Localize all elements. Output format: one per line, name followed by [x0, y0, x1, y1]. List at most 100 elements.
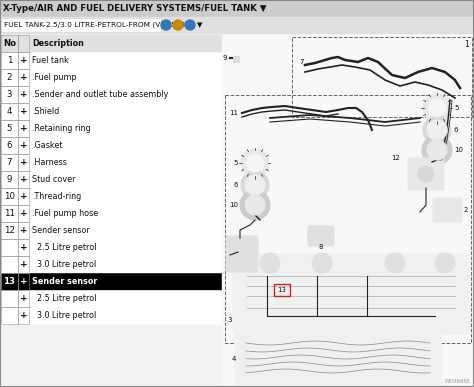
Bar	[0, 0, 474, 17]
Bar	[1, 154, 221, 171]
Text: .Fuel pump hose: .Fuel pump hose	[32, 209, 98, 218]
Text: 2: 2	[7, 73, 12, 82]
Bar	[1, 239, 18, 256]
FancyBboxPatch shape	[233, 254, 469, 334]
Bar	[1, 137, 221, 154]
Bar	[1, 188, 18, 205]
Text: +: +	[20, 90, 27, 99]
Text: 4: 4	[232, 356, 236, 362]
Bar	[18, 86, 29, 103]
Bar	[1, 69, 221, 86]
Bar	[1, 154, 18, 171]
Text: .Gasket: .Gasket	[32, 141, 63, 150]
Circle shape	[173, 20, 183, 30]
Bar	[18, 137, 29, 154]
Bar	[1, 205, 18, 222]
Circle shape	[245, 195, 265, 215]
Bar	[18, 290, 29, 307]
Bar	[222, 33, 474, 385]
Text: 10: 10	[229, 202, 238, 208]
Text: Description: Description	[32, 39, 84, 48]
Text: 7: 7	[300, 59, 304, 65]
Circle shape	[241, 171, 269, 199]
Bar	[18, 120, 29, 137]
Text: X-Type/AIR AND FUEL DELIVERY SYSTEMS/FUEL TANK ▼: X-Type/AIR AND FUEL DELIVERY SYSTEMS/FUE…	[3, 4, 266, 13]
Text: +: +	[20, 158, 27, 167]
Bar	[1, 290, 221, 307]
Text: Fuel tank: Fuel tank	[32, 56, 69, 65]
Bar	[1, 188, 221, 205]
Text: 12: 12	[4, 226, 15, 235]
Bar	[1, 103, 221, 120]
Circle shape	[385, 253, 405, 273]
Circle shape	[423, 94, 451, 122]
Bar	[18, 35, 29, 52]
Bar	[1, 171, 221, 188]
Text: Stud cover: Stud cover	[32, 175, 75, 184]
Bar	[1, 120, 221, 137]
Bar	[18, 188, 29, 205]
Bar	[1, 273, 221, 290]
Bar	[1, 256, 18, 273]
Bar	[1, 120, 18, 137]
Bar	[1, 52, 18, 69]
Text: +: +	[20, 226, 27, 235]
Text: 10: 10	[4, 192, 15, 201]
Circle shape	[435, 253, 455, 273]
Bar	[1, 137, 18, 154]
Text: +: +	[20, 277, 27, 286]
Text: 8: 8	[319, 244, 323, 250]
Circle shape	[418, 166, 434, 182]
Text: +: +	[20, 260, 27, 269]
Text: 5: 5	[454, 105, 458, 111]
Text: .Sender and outlet tube assembly: .Sender and outlet tube assembly	[32, 90, 168, 99]
Bar	[1, 256, 221, 273]
Circle shape	[427, 120, 447, 140]
Bar	[18, 103, 29, 120]
Circle shape	[427, 140, 447, 160]
Text: 3.0 Litre petrol: 3.0 Litre petrol	[32, 260, 96, 269]
Bar	[1, 86, 18, 103]
Text: 3: 3	[228, 317, 232, 323]
Text: 1: 1	[464, 40, 469, 49]
Bar	[1, 273, 18, 290]
Text: +: +	[20, 294, 27, 303]
Text: 5: 5	[234, 160, 238, 166]
Text: 6: 6	[7, 141, 12, 150]
Text: 2.5 Litre petrol: 2.5 Litre petrol	[32, 294, 97, 303]
FancyBboxPatch shape	[433, 198, 462, 222]
Text: +: +	[20, 73, 27, 82]
Text: 3: 3	[7, 90, 12, 99]
Circle shape	[161, 20, 171, 30]
Text: 9: 9	[222, 55, 227, 61]
Bar	[1, 205, 221, 222]
Text: 3.0 Litre petrol: 3.0 Litre petrol	[32, 311, 96, 320]
Text: 13: 13	[3, 277, 16, 286]
Text: 7: 7	[7, 158, 12, 167]
FancyBboxPatch shape	[408, 158, 444, 190]
Text: 6: 6	[234, 182, 238, 188]
Text: FUEL TANK-2.5/3.0 LITRE-PETROL-FROM (V) D55322 ▼: FUEL TANK-2.5/3.0 LITRE-PETROL-FROM (V) …	[4, 22, 202, 28]
FancyBboxPatch shape	[226, 236, 258, 272]
Text: 5: 5	[7, 124, 12, 133]
FancyBboxPatch shape	[235, 332, 441, 386]
Circle shape	[246, 154, 264, 172]
Bar	[18, 307, 29, 324]
Bar	[1, 103, 18, 120]
Bar	[225, 95, 471, 343]
Bar	[18, 171, 29, 188]
Bar	[233, 56, 239, 62]
Bar	[1, 222, 221, 239]
Bar	[1, 35, 18, 52]
Bar	[18, 52, 29, 69]
Text: .Harness: .Harness	[32, 158, 67, 167]
Circle shape	[241, 149, 269, 177]
Bar	[1, 171, 18, 188]
Text: 4: 4	[7, 107, 12, 116]
Text: 2.5 Litre petrol: 2.5 Litre petrol	[32, 243, 97, 252]
Text: 11: 11	[4, 209, 15, 218]
Text: 12: 12	[391, 155, 400, 161]
Circle shape	[312, 253, 332, 273]
Bar	[1, 307, 221, 324]
Bar	[1, 222, 18, 239]
